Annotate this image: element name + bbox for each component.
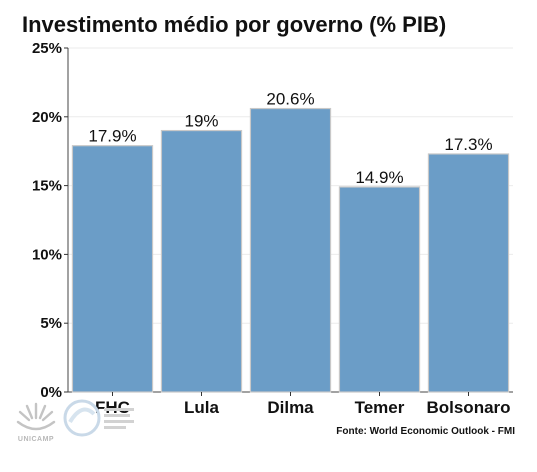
y-tick-label: 0% [40,384,62,401]
bar-bolsonaro [427,153,510,393]
y-tick-label: 10% [32,246,62,263]
data-labels: 17.9% 19% 20.6% 14.9% 17.3% [88,90,492,187]
unicamp-logo: UNICAMP [14,398,58,446]
chart-title: Investimento médio por governo (% PIB) [22,12,447,37]
y-tick-label: 15% [32,178,62,195]
data-label: 20.6% [266,90,314,109]
x-tick-label: Lula [184,398,219,417]
bar-lula [160,129,243,393]
x-tick-label: Temer [355,398,405,417]
y-axis-ticks: 0% 5% 10% 15% 20% 25% [32,40,68,401]
bar-temer [338,186,421,393]
data-label: 14.9% [355,168,403,187]
x-tick-label: Bolsonaro [426,398,510,417]
data-label: 17.3% [444,135,492,154]
y-tick-label: 5% [40,315,62,332]
x-tick-label: FHC [95,398,130,417]
bar-dilma [249,107,332,393]
x-axis-labels: FHC Lula Dilma Temer Bolsonaro [95,392,511,417]
data-label: 19% [184,112,218,131]
unicamp-caption: UNICAMP [17,436,55,443]
source-note: Fonte: World Economic Outlook - FMI [336,426,515,437]
bars [71,107,510,393]
y-tick-label: 25% [32,40,62,57]
research-center-logo [62,398,142,442]
x-tick-label: Dilma [267,398,314,417]
y-tick-label: 20% [32,109,62,126]
bar-fhc [71,145,154,393]
data-label: 17.9% [88,127,136,146]
